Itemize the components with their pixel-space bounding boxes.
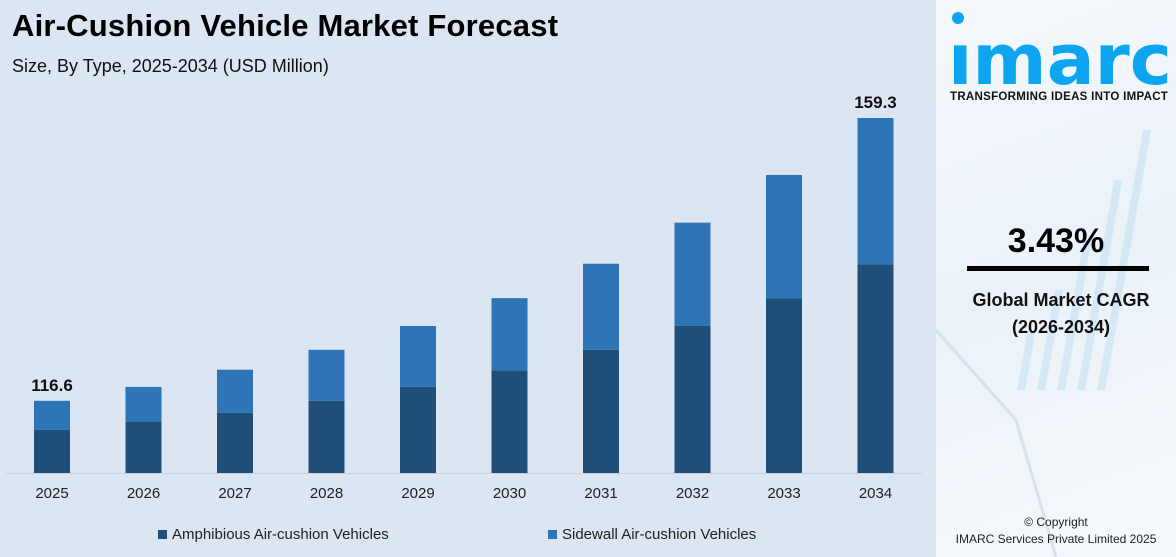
svg-text:ımarc: ımarc	[948, 19, 1172, 88]
bar-amphibious-2032	[674, 325, 711, 473]
chart-subtitle: Size, By Type, 2025-2034 (USD Million)	[12, 56, 329, 76]
legend-label-sidewall: Sidewall Air-cushion Vehicles	[562, 526, 757, 543]
copyright: © Copyright IMARC Services Private Limit…	[936, 514, 1176, 548]
data-label-2034: 159.3	[854, 93, 897, 112]
bar-sidewall-2034	[857, 118, 894, 265]
x-tick-label: 2025	[35, 485, 68, 502]
legend-label-amphibious: Amphibious Air-cushion Vehicles	[172, 526, 389, 543]
bar-sidewall-2025	[34, 400, 70, 430]
bar-amphibious-2033	[766, 298, 802, 473]
bar-amphibious-2031	[583, 349, 619, 473]
bar-sidewall-2027	[217, 369, 253, 413]
bar-sidewall-2030	[491, 298, 528, 371]
x-tick-label: 2032	[676, 485, 709, 502]
bar-amphibious-2029	[400, 386, 436, 473]
x-tick-label: 2029	[401, 485, 434, 502]
x-tick-label: 2026	[127, 485, 160, 502]
legend-swatch-sidewall	[548, 530, 557, 539]
cagr-label-text: Global Market CAGR	[972, 290, 1150, 310]
bar-amphibious-2030	[491, 370, 528, 473]
chart-title: Air-Cushion Vehicle Market Forecast	[12, 8, 559, 43]
divider	[967, 266, 1149, 271]
bar-sidewall-2031	[583, 263, 619, 350]
chart-panel: Air-Cushion Vehicle Market Forecast Size…	[6, 8, 922, 543]
background-chart-graphic	[936, 130, 1152, 557]
bar-sidewall-2032	[674, 222, 711, 326]
legend-item-sidewall: Sidewall Air-cushion Vehicles	[548, 526, 756, 543]
bar-amphibious-2025	[34, 429, 70, 473]
x-tick-label: 2033	[767, 485, 800, 502]
bar-amphibious-2026	[125, 422, 162, 473]
cagr-label: Global Market CAGR (2026-2034)	[936, 287, 1176, 341]
bar-sidewall-2028	[308, 349, 345, 401]
bar-sidewall-2029	[400, 325, 436, 387]
x-tick-label: 2028	[310, 485, 343, 502]
bar-amphibious-2028	[308, 400, 345, 473]
bar-sidewall-2026	[125, 386, 162, 423]
imarc-logo: ımarc	[948, 12, 1172, 88]
sidebar-panel: ımarc TRANSFORMING IDEAS INTO IMPACT 3.4…	[936, 0, 1176, 557]
copyright-owner: IMARC Services Private Limited 2025	[955, 532, 1157, 546]
data-label-2025: 116.6	[31, 376, 73, 395]
stacked-bar-chart: 2025 116.6 2026 2027 2028 2029 2030 2031 2032 203…	[6, 93, 922, 502]
legend-item-amphibious: Amphibious Air-cushion Vehicles	[158, 526, 389, 543]
bar-sidewall-2033	[766, 174, 802, 299]
tagline: TRANSFORMING IDEAS INTO IMPACT	[950, 91, 1169, 103]
bar-amphibious-2034	[857, 264, 894, 473]
x-tick-label: 2034	[859, 485, 892, 502]
copyright-symbol: © Copyright	[1024, 515, 1088, 529]
bar-amphibious-2027	[217, 412, 253, 473]
x-tick-label: 2031	[584, 485, 617, 502]
cagr-value: 3.43%	[1007, 222, 1105, 260]
x-tick-label: 2027	[218, 485, 251, 502]
legend-swatch-amphibious	[158, 530, 167, 539]
cagr-period: (2026-2034)	[1011, 317, 1111, 337]
x-tick-label: 2030	[493, 485, 526, 502]
